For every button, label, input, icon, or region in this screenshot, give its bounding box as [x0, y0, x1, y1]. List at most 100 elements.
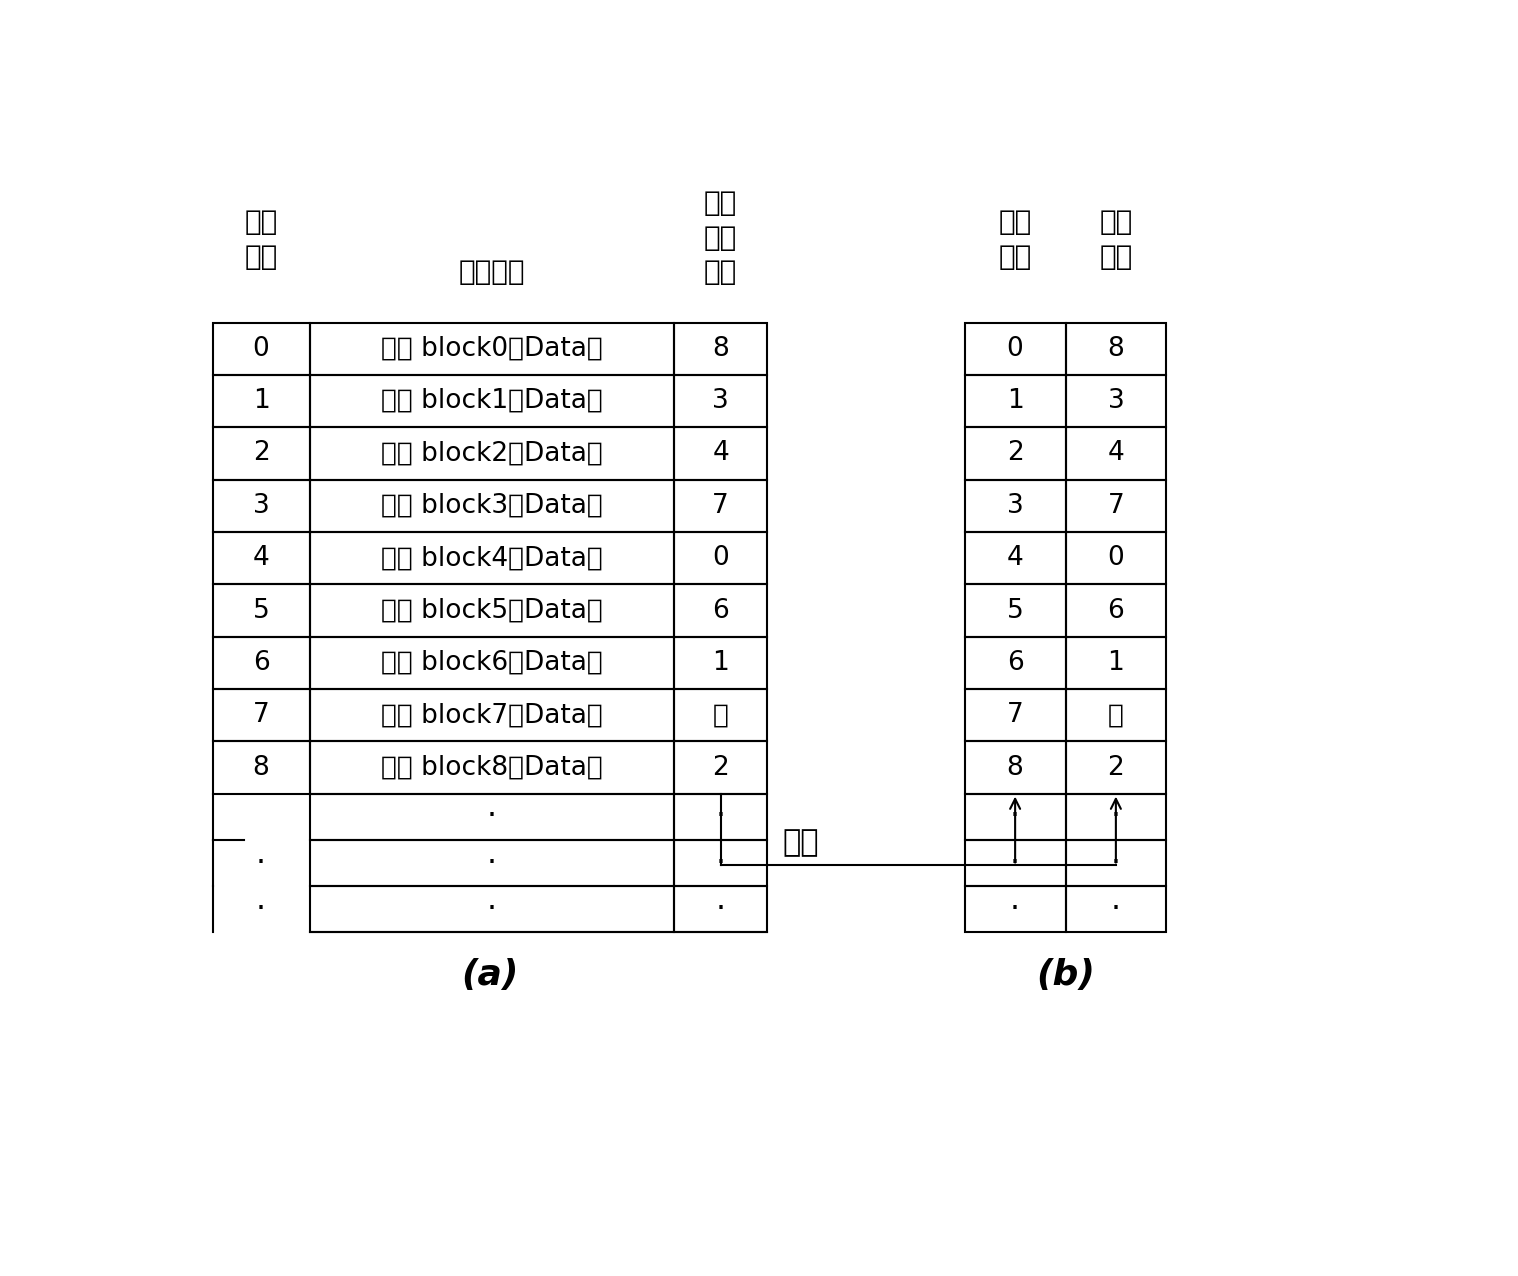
Text: 7: 7 [712, 493, 729, 519]
Bar [213, 323, 310, 375]
Text: 0: 0 [1006, 336, 1023, 361]
Text: 区块: 区块 [244, 242, 278, 271]
Text: 0: 0 [712, 545, 729, 572]
Bar [1066, 323, 1166, 375]
Text: 1: 1 [712, 649, 729, 676]
Text: 0: 0 [252, 336, 269, 361]
Text: 5: 5 [1006, 597, 1023, 624]
Text: 4: 4 [1108, 440, 1125, 467]
Text: 1: 1 [252, 388, 269, 413]
Text: 8: 8 [712, 336, 729, 361]
Text: 6: 6 [1108, 597, 1125, 624]
Bar [674, 584, 767, 637]
Bar [1066, 637, 1166, 689]
Text: 3: 3 [252, 493, 269, 519]
Bar [965, 375, 1066, 427]
Bar [674, 480, 767, 532]
Bar [965, 323, 1066, 375]
Text: 5: 5 [252, 597, 269, 624]
Text: 区块 block1（Data）: 区块 block1（Data） [381, 388, 603, 413]
Text: 6: 6 [252, 649, 269, 676]
Bar [310, 480, 674, 532]
Text: ·: · [1111, 893, 1120, 925]
Bar [674, 689, 767, 741]
Bar [310, 637, 674, 689]
Text: 1: 1 [1108, 649, 1125, 676]
Bar [1066, 480, 1166, 532]
Text: ·: · [1111, 801, 1120, 832]
Text: 区块 block7（Data）: 区块 block7（Data） [381, 702, 603, 729]
Bar [674, 741, 767, 794]
Text: ·: · [715, 893, 726, 925]
Text: 7: 7 [252, 702, 269, 729]
Bar [965, 532, 1066, 584]
Text: 实体: 实体 [999, 208, 1032, 236]
Bar [213, 637, 310, 689]
Bar [965, 794, 1066, 840]
Bar [1066, 886, 1166, 933]
Text: 7: 7 [1108, 493, 1125, 519]
Text: 无: 无 [712, 702, 729, 729]
Text: 2: 2 [1006, 440, 1023, 467]
Text: 6: 6 [1006, 649, 1023, 676]
Text: 区块资料: 区块资料 [458, 259, 525, 287]
Text: 区块 block2（Data）: 区块 block2（Data） [381, 440, 603, 467]
Bar [310, 584, 674, 637]
Text: 区块 block8（Data）: 区块 block8（Data） [381, 754, 603, 781]
Bar [674, 886, 767, 933]
Text: (a): (a) [461, 958, 518, 991]
Bar [1066, 689, 1166, 741]
Bar [1066, 840, 1166, 886]
Bar [310, 323, 674, 375]
Bar [674, 323, 767, 375]
Bar [965, 741, 1066, 794]
Bar [965, 480, 1066, 532]
Text: 区块 block4（Data）: 区块 block4（Data） [381, 545, 603, 572]
Bar [965, 840, 1066, 886]
Text: 实体: 实体 [244, 208, 278, 236]
Bar [310, 689, 674, 741]
Text: ·: · [1009, 893, 1020, 925]
Bar [1066, 794, 1166, 840]
Bar [213, 689, 310, 741]
Text: 复制: 复制 [783, 828, 820, 856]
Text: 区块: 区块 [1099, 242, 1132, 271]
Text: 4: 4 [712, 440, 729, 467]
Bar [965, 886, 1066, 933]
Bar [310, 532, 674, 584]
Text: 区块 block5（Data）: 区块 block5（Data） [381, 597, 603, 624]
Bar [674, 427, 767, 480]
Text: 逻辑: 逻辑 [1099, 208, 1132, 236]
Text: ·: · [487, 847, 496, 879]
Text: 8: 8 [252, 754, 269, 781]
Bar [310, 840, 674, 886]
Text: 7: 7 [1006, 702, 1023, 729]
Text: ·: · [487, 893, 496, 925]
Text: ·: · [257, 893, 266, 925]
Text: ·: · [1009, 801, 1020, 832]
Text: ·: · [1009, 847, 1020, 879]
Text: 区块 block3（Data）: 区块 block3（Data） [381, 493, 603, 519]
Text: 4: 4 [252, 545, 269, 572]
Bar [1066, 532, 1166, 584]
Text: 2: 2 [252, 440, 269, 467]
Bar [310, 741, 674, 794]
Bar [310, 375, 674, 427]
Text: 2: 2 [1108, 754, 1125, 781]
Bar [965, 637, 1066, 689]
Text: 6: 6 [712, 597, 729, 624]
Text: ·: · [1111, 847, 1120, 879]
Bar [1066, 375, 1166, 427]
Bar [213, 532, 310, 584]
Bar [674, 532, 767, 584]
Text: 3: 3 [712, 388, 729, 413]
Text: ·: · [715, 801, 726, 832]
Text: 逻辑: 逻辑 [704, 189, 738, 217]
Text: 位址: 位址 [704, 259, 738, 287]
Text: 0: 0 [1108, 545, 1125, 572]
Text: 1: 1 [1006, 388, 1023, 413]
Text: 区块 block0（Data）: 区块 block0（Data） [381, 336, 603, 361]
Bar [1066, 584, 1166, 637]
Text: 8: 8 [1006, 754, 1023, 781]
Bar [213, 741, 310, 794]
